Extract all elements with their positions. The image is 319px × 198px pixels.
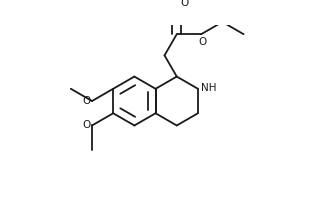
Text: O: O — [198, 37, 206, 47]
Text: O: O — [180, 0, 189, 8]
Text: NH: NH — [201, 83, 216, 93]
Text: O: O — [82, 96, 90, 106]
Text: O: O — [82, 121, 90, 130]
